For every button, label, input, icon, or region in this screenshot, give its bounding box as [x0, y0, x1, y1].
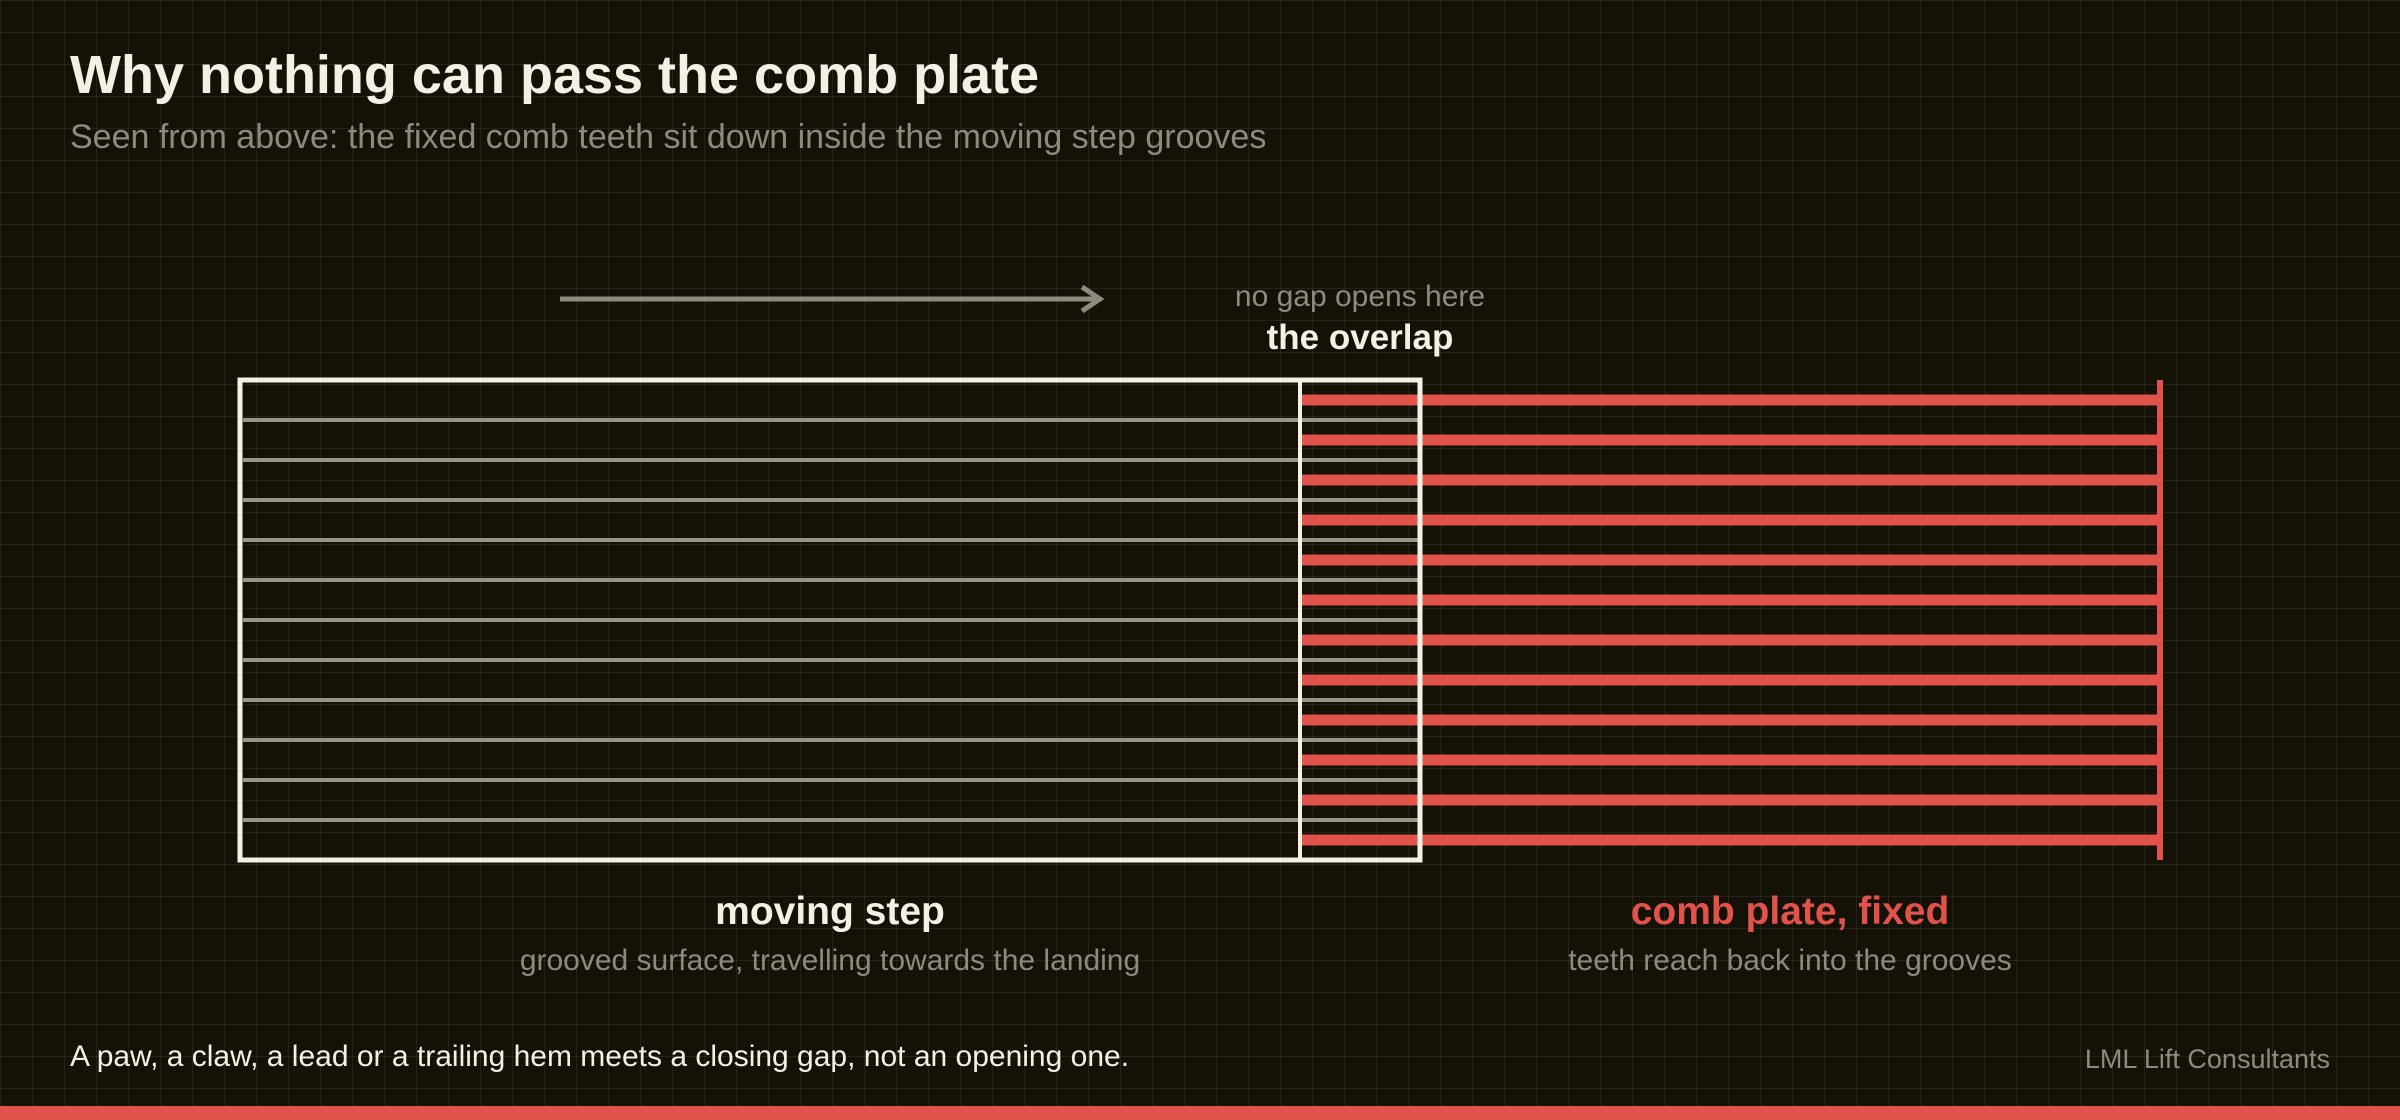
- comb-teeth: [1302, 394, 2160, 846]
- moving-step-title: moving step: [715, 890, 945, 933]
- footer-note: A paw, a claw, a lead or a trailing hem …: [70, 1040, 1130, 1073]
- comb-plate-title: comb plate, fixed: [1630, 890, 1950, 933]
- comb-plate-description: teeth reach back into the grooves: [1568, 944, 2012, 977]
- page-title: Why nothing can pass the comb plate: [70, 45, 1040, 105]
- moving-step-description: grooved surface, travelling towards the …: [519, 944, 1141, 977]
- moving-step-outline: [237, 377, 1423, 863]
- credit-label: LML Lift Consultants: [2084, 1044, 2330, 1074]
- arrow-right-icon: [560, 284, 1105, 314]
- overlap-title: the overlap: [1266, 318, 1454, 357]
- accent-bar: [0, 1106, 2400, 1120]
- step-grooves: [243, 418, 1418, 822]
- page-subtitle: Seen from above: the fixed comb teeth si…: [70, 118, 1267, 156]
- overlap-note: no gap opens here: [1234, 280, 1486, 313]
